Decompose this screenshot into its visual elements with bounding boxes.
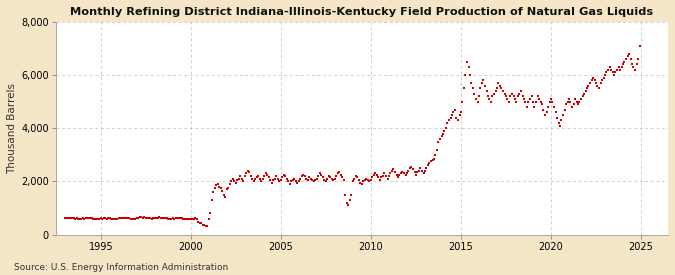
Y-axis label: Thousand Barrels: Thousand Barrels [7, 83, 17, 174]
Text: Source: U.S. Energy Information Administration: Source: U.S. Energy Information Administ… [14, 263, 227, 272]
Title: Monthly Refining District Indiana-Illinois-Kentucky Field Production of Natural : Monthly Refining District Indiana-Illino… [70, 7, 653, 17]
